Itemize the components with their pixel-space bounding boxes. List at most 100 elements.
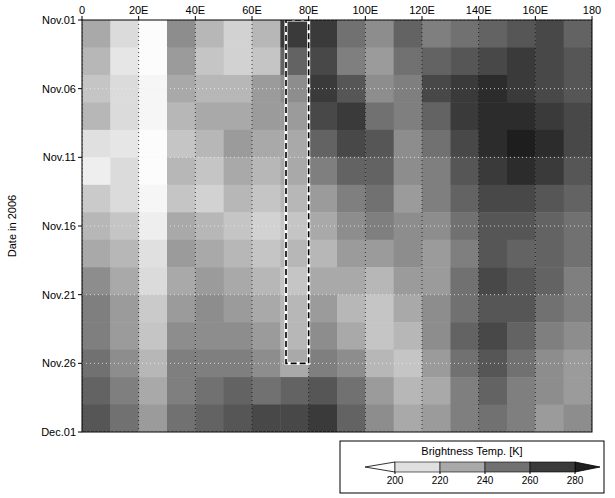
cell (564, 350, 592, 378)
cell (252, 185, 281, 213)
colorbar-tick-label: 240 (477, 475, 494, 486)
tick (195, 16, 196, 20)
cell (422, 240, 451, 268)
cell (564, 75, 592, 103)
cell (479, 157, 508, 185)
cell (195, 322, 224, 350)
cell (422, 322, 451, 350)
cell (535, 130, 564, 158)
cell (365, 240, 394, 268)
cell (564, 322, 592, 350)
cell (309, 267, 338, 295)
cell (450, 20, 479, 48)
y-axis-title: Date in 2006 (6, 195, 18, 257)
cell (564, 295, 592, 323)
cell (479, 185, 508, 213)
cell (394, 185, 423, 213)
cell (365, 185, 394, 213)
cell (110, 102, 139, 130)
cell (535, 185, 564, 213)
colorbar-extend (575, 462, 600, 472)
cell (280, 405, 309, 432)
colorbar-tick-label: 220 (432, 475, 449, 486)
tick (422, 16, 423, 20)
cell (337, 267, 366, 295)
cell (110, 185, 139, 213)
cell (139, 47, 168, 75)
tick (78, 88, 82, 89)
colorbar-tick-label: 260 (522, 475, 539, 486)
y-tick-label: Nov.06 (42, 83, 76, 95)
cell (82, 267, 111, 295)
colorbar-step (440, 462, 485, 472)
y-tick-label: Nov.11 (43, 151, 76, 163)
cell (422, 130, 451, 158)
cell (309, 185, 338, 213)
cell (224, 157, 253, 185)
cell (535, 295, 564, 323)
cell (337, 102, 366, 130)
cell (167, 267, 196, 295)
x-tick-label: 140E (466, 4, 492, 16)
cell (535, 350, 564, 378)
cell (450, 47, 479, 75)
tick (365, 16, 366, 20)
cell (110, 20, 139, 48)
cell (195, 212, 224, 240)
colorbar-tick-label: 200 (387, 475, 404, 486)
cell (82, 185, 111, 213)
cell (535, 20, 564, 48)
cell (365, 130, 394, 158)
cell (422, 267, 451, 295)
cell (394, 102, 423, 130)
cell (224, 295, 253, 323)
x-tick-label: 0 (79, 4, 85, 16)
cell (394, 377, 423, 405)
cell (337, 405, 366, 432)
cell (337, 377, 366, 405)
cell (167, 157, 196, 185)
cell (507, 157, 536, 185)
cell (167, 350, 196, 378)
cell (167, 102, 196, 130)
cell (139, 185, 168, 213)
cell (507, 240, 536, 268)
cell (394, 322, 423, 350)
cell (139, 267, 168, 295)
cell (252, 102, 281, 130)
tick (82, 16, 83, 20)
cell (224, 47, 253, 75)
cell (450, 377, 479, 405)
x-tick-label: 180 (583, 4, 601, 16)
cell (535, 102, 564, 130)
cell (479, 130, 508, 158)
cell (82, 405, 111, 432)
x-tick-label: 120E (409, 4, 435, 16)
cell (309, 240, 338, 268)
cell (309, 102, 338, 130)
cell (82, 240, 111, 268)
y-tick-label: Nov.16 (42, 220, 76, 232)
cell (139, 130, 168, 158)
cell (507, 267, 536, 295)
tick (78, 432, 82, 433)
cell (139, 240, 168, 268)
cell (394, 157, 423, 185)
cell (450, 240, 479, 268)
tick (78, 157, 82, 158)
cell (110, 377, 139, 405)
y-tick-label: Nov.26 (42, 357, 76, 369)
cell (507, 377, 536, 405)
cell (394, 130, 423, 158)
cell (82, 130, 111, 158)
cell (82, 102, 111, 130)
cell (564, 185, 592, 213)
cell (167, 75, 196, 103)
cell (195, 130, 224, 158)
cell (252, 20, 281, 48)
cell (337, 20, 366, 48)
cell (224, 102, 253, 130)
cell (82, 322, 111, 350)
cell (167, 240, 196, 268)
cell (139, 102, 168, 130)
